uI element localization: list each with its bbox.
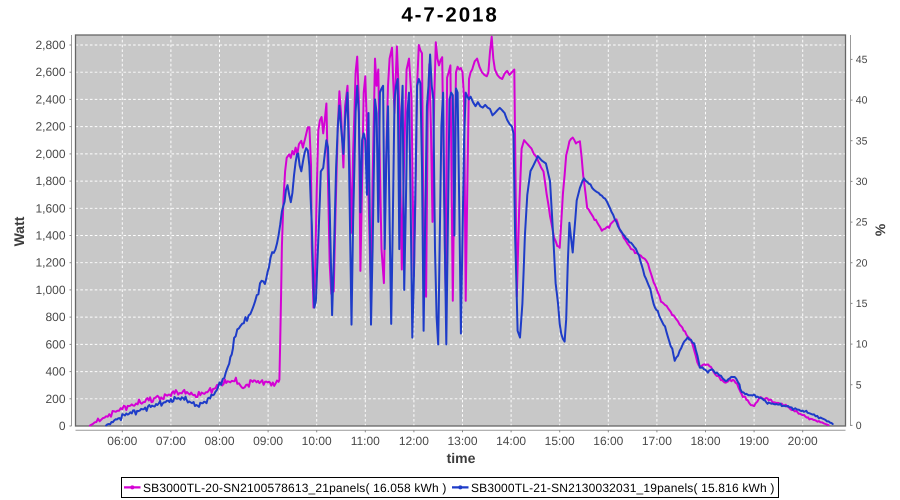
svg-text:800: 800: [45, 310, 65, 324]
svg-text:16:00: 16:00: [593, 434, 623, 448]
svg-text:11:00: 11:00: [351, 434, 380, 448]
svg-text:1,000: 1,000: [35, 283, 65, 297]
svg-text:5: 5: [856, 379, 862, 391]
svg-text:06:00: 06:00: [107, 434, 137, 448]
svg-text:0: 0: [59, 419, 66, 433]
svg-text:Watt: Watt: [11, 216, 27, 246]
svg-text:4-7-2018: 4-7-2018: [401, 4, 498, 27]
svg-text:12:00: 12:00: [399, 434, 429, 448]
svg-text:07:00: 07:00: [156, 434, 186, 448]
svg-text:200: 200: [45, 392, 65, 406]
svg-text:19:00: 19:00: [739, 434, 769, 448]
svg-text:1,600: 1,600: [35, 201, 65, 215]
svg-text:10:00: 10:00: [302, 434, 332, 448]
svg-text:18:00: 18:00: [690, 434, 720, 448]
svg-text:25: 25: [856, 217, 868, 229]
svg-text:%: %: [873, 224, 889, 237]
svg-text:2,400: 2,400: [35, 92, 65, 106]
svg-text:30: 30: [856, 176, 868, 188]
svg-text:SB3000TL-21-SN2130032031_19pan: SB3000TL-21-SN2130032031_19panels( 15.81…: [471, 481, 775, 495]
svg-text:09:00: 09:00: [253, 434, 283, 448]
svg-text:2,800: 2,800: [35, 38, 65, 52]
svg-text:15: 15: [856, 298, 868, 310]
svg-text:SB3000TL-20-SN2100578613_21pan: SB3000TL-20-SN2100578613_21panels( 16.05…: [143, 481, 447, 495]
svg-text:600: 600: [45, 337, 65, 351]
svg-text:08:00: 08:00: [204, 434, 234, 448]
svg-text:14:00: 14:00: [496, 434, 526, 448]
svg-text:40: 40: [856, 95, 868, 107]
svg-text:time: time: [447, 450, 476, 466]
svg-text:15:00: 15:00: [545, 434, 575, 448]
svg-text:13:00: 13:00: [447, 434, 477, 448]
svg-text:17:00: 17:00: [642, 434, 672, 448]
svg-text:1,200: 1,200: [35, 256, 65, 270]
svg-text:2,600: 2,600: [35, 65, 65, 79]
svg-text:35: 35: [856, 135, 868, 147]
svg-text:0: 0: [856, 420, 862, 432]
svg-text:45: 45: [856, 54, 868, 66]
svg-text:10: 10: [856, 339, 868, 351]
svg-text:400: 400: [45, 365, 65, 379]
svg-text:2,200: 2,200: [35, 120, 65, 134]
svg-text:20:00: 20:00: [788, 434, 818, 448]
svg-text:20: 20: [856, 257, 868, 269]
svg-text:1,800: 1,800: [35, 174, 65, 188]
svg-text:2,000: 2,000: [35, 147, 65, 161]
svg-text:1,400: 1,400: [35, 229, 65, 243]
